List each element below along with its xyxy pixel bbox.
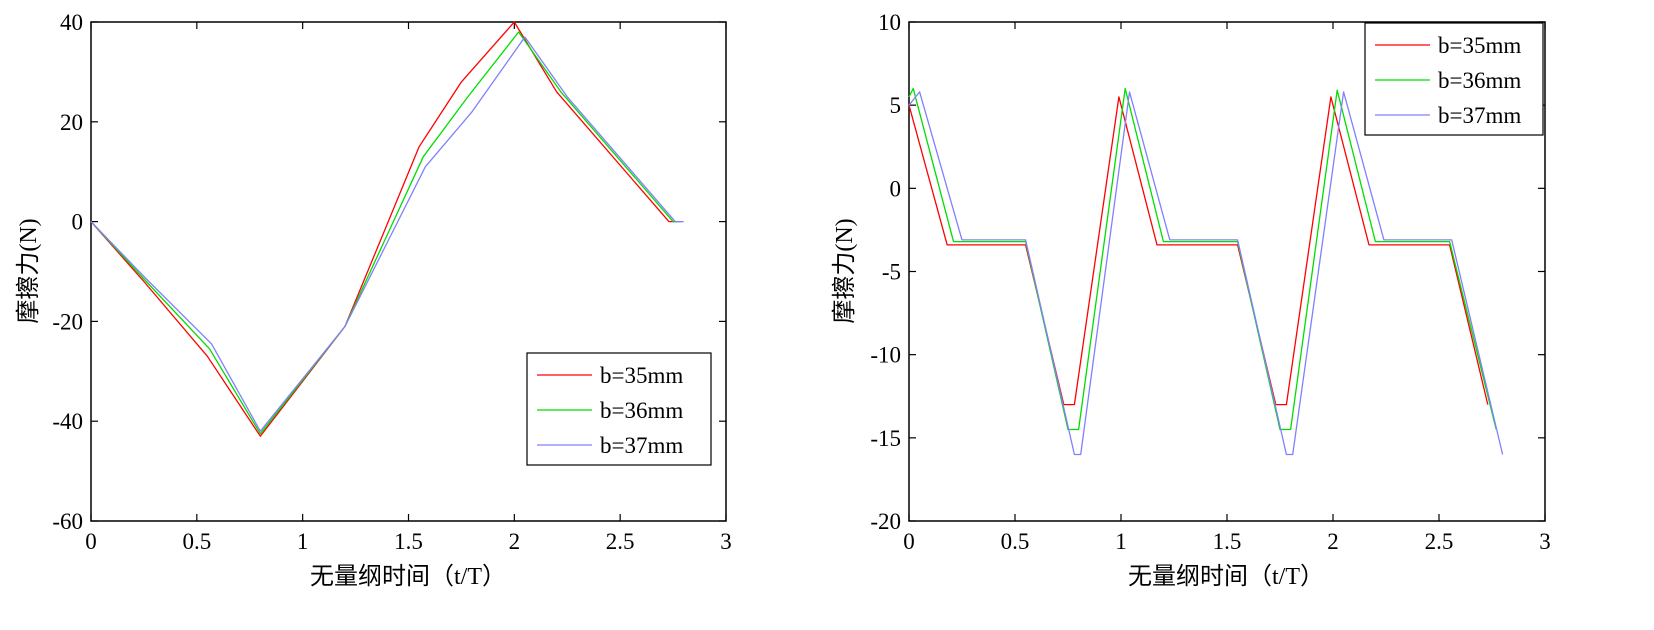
- series-line-b36mm: [908, 87, 1497, 431]
- series-line-b37mm: [908, 91, 1504, 456]
- x-tick-label: 0.5: [1001, 529, 1030, 554]
- y-tick-label: -40: [52, 409, 83, 434]
- x-tick-labels: 0 0.5 1 1.5 2 2.5 3: [85, 529, 732, 554]
- legend: b=35mm b=36mm b=37mm: [526, 352, 712, 466]
- y-tick-label: -10: [870, 343, 901, 368]
- x-axis-title: 无量纲时间（t/T）: [310, 563, 506, 590]
- series-line-b36mm: [90, 31, 682, 435]
- x-tick-label: 0.5: [182, 529, 211, 554]
- y-tick-label: 0: [890, 176, 902, 201]
- y-axis-title: 摩擦力(N): [15, 218, 42, 323]
- x-tick-labels: 0 0.5 1 1.5 2 2.5 3: [903, 529, 1551, 554]
- series-line-b37mm: [90, 36, 684, 432]
- y-axis-title: 摩擦力(N): [831, 218, 858, 323]
- legend-label-b35: b=35mm: [600, 363, 683, 388]
- y-tick-label: 10: [878, 10, 901, 35]
- legend: b=35mm b=36mm b=37mm: [1364, 22, 1544, 136]
- legend-box: [1364, 22, 1544, 136]
- x-tick-label: 0: [903, 529, 915, 554]
- legend-label-b37: b=37mm: [1438, 103, 1521, 128]
- x-tick-label: 3: [720, 529, 732, 554]
- legend-label-b37: b=37mm: [600, 433, 683, 458]
- x-tick-label: 2.5: [1425, 529, 1454, 554]
- x-tick-label: 1: [1115, 529, 1127, 554]
- y-tick-label: -60: [52, 509, 83, 534]
- legend-label-b35: b=35mm: [1438, 33, 1521, 58]
- y-tick-label: 40: [60, 10, 83, 35]
- y-tick-labels: -20 -15 -10 -5 0 5 10: [870, 10, 901, 534]
- legend-label-b36: b=36mm: [600, 398, 683, 423]
- y-tick-label: 20: [60, 110, 83, 135]
- series-lines: [90, 21, 684, 437]
- y-tick-label: 0: [72, 210, 84, 235]
- x-tick-label: 2.5: [606, 529, 635, 554]
- x-tick-label: 0: [85, 529, 97, 554]
- x-tick-label: 1.5: [394, 529, 423, 554]
- y-tick-labels: -60 -40 -20 0 20 40: [52, 10, 83, 534]
- series-line-b35mm: [90, 21, 680, 437]
- x-tick-label: 1.5: [1213, 529, 1242, 554]
- x-tick-label: 1: [297, 529, 309, 554]
- legend-label-b36: b=36mm: [1438, 68, 1521, 93]
- x-axis-title: 无量纲时间（t/T）: [1128, 563, 1324, 590]
- y-tick-label: -20: [52, 309, 83, 334]
- x-tick-label: 2: [1327, 529, 1339, 554]
- x-tick-label: 2: [509, 529, 521, 554]
- y-tick-label: -15: [870, 426, 901, 451]
- legend-box: [526, 352, 712, 466]
- series-lines: [908, 87, 1504, 456]
- chart-right: 0 0.5 1 1.5 2 2.5 3 -20 -15 -10 -5 0 5 10 无量纲时间（t/T）…: [831, 10, 1551, 590]
- y-tick-label: -20: [870, 509, 901, 534]
- x-tick-label: 3: [1539, 529, 1551, 554]
- y-tick-label: -5: [882, 260, 901, 285]
- y-tick-label: 5: [890, 93, 902, 118]
